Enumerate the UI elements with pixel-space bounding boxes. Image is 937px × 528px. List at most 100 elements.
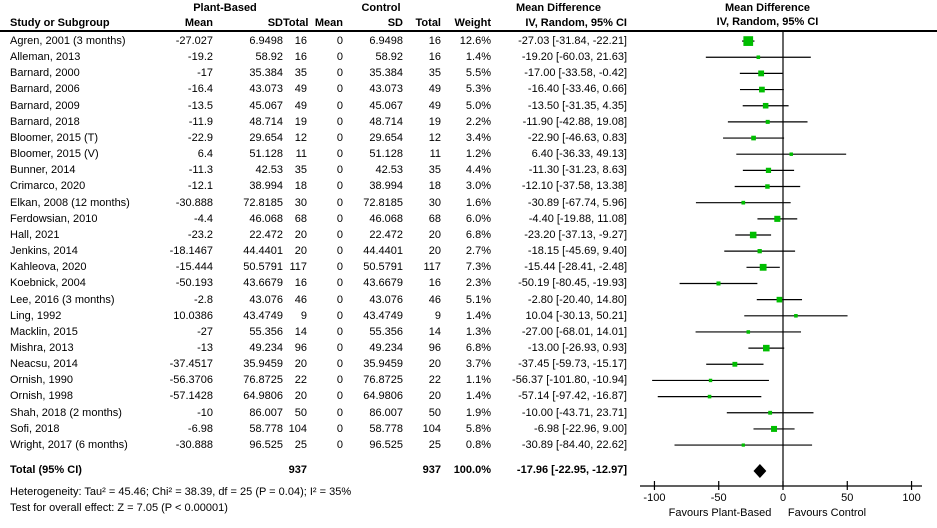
cell-mean1: -22.9 xyxy=(187,131,213,144)
cell-mean1: 6.4 xyxy=(197,148,213,161)
cell-ci_text: -56.37 [-101.80, -10.94] xyxy=(512,374,627,387)
cell-n2: 18 xyxy=(428,180,441,193)
cell-n1: 68 xyxy=(294,212,307,225)
cell-sd2: 51.128 xyxy=(369,148,403,161)
cell-mean1: -16.4 xyxy=(187,83,213,96)
cell-n2: 50 xyxy=(428,406,441,419)
plot-header-line2: IV, Random, 95% CI xyxy=(716,16,819,28)
effect-square xyxy=(765,167,772,173)
cell-mean1: -56.3706 xyxy=(169,374,213,387)
cell-weight: 6.8% xyxy=(465,341,491,354)
cell-n1: 35 xyxy=(294,67,307,80)
cell-name: Crimarco, 2020 xyxy=(10,180,86,193)
effect-square xyxy=(707,394,712,399)
cell-name: Agren, 2001 (3 months) xyxy=(10,35,126,47)
cell-mean1: -57.1428 xyxy=(169,390,213,403)
cell-mean2: 0 xyxy=(336,35,343,47)
cell-n1: 14 xyxy=(294,325,307,338)
cell-n1: 50 xyxy=(294,406,307,419)
cell-weight: 1.4% xyxy=(465,51,491,64)
cell-name: Neacsu, 2014 xyxy=(10,358,78,371)
axis-tick-label: 0 xyxy=(780,492,786,504)
cell-n1: 20 xyxy=(294,245,307,258)
cell-weight: 1.2% xyxy=(465,148,491,161)
cell-sd1: 29.654 xyxy=(249,131,283,144)
cell-sd1: 6.9498 xyxy=(249,35,283,47)
favours-left-label: Favours Plant-Based xyxy=(669,507,772,519)
cell-n2: 35 xyxy=(428,67,441,80)
effect-square xyxy=(746,330,751,334)
cell-mean2: 0 xyxy=(336,196,343,209)
cell-sd1: 55.356 xyxy=(249,325,283,338)
table-row: Hall, 2021 -23.2 22.472 20 0 22.472 20 6.8% -23.… xyxy=(0,227,627,243)
cell-mean1: -11.3 xyxy=(188,164,213,177)
table-row: Barnard, 2006 -16.4 43.073 49 0 43.073 49 5.3% -… xyxy=(0,81,627,97)
cell-weight: 2.3% xyxy=(465,277,491,290)
cell-ci_text: -13.50 [-31.35, 4.35] xyxy=(527,99,627,112)
cell-n1: 49 xyxy=(294,83,307,96)
cell-sd2: 46.068 xyxy=(369,212,403,225)
cell-weight: 3.0% xyxy=(465,180,491,193)
study-table-body: Agren, 2001 (3 months) -27.027 6.9498 16 0 6.… xyxy=(0,33,627,453)
cell-weight: 12.6% xyxy=(459,35,491,47)
cell-n2: 20 xyxy=(428,245,441,258)
cell-sd2: 43.073 xyxy=(369,83,403,96)
cell-n1: 16 xyxy=(294,277,307,290)
cell-name: Barnard, 2009 xyxy=(10,99,80,112)
cell-n1: 30 xyxy=(294,196,307,209)
cell-name: Elkan, 2008 (12 months) xyxy=(10,196,130,209)
cell-ci_text: -10.00 [-43.71, 23.71] xyxy=(521,406,627,419)
effect-square xyxy=(765,119,770,124)
cell-mean2: 0 xyxy=(336,422,343,435)
cell-name: Lee, 2016 (3 months) xyxy=(10,293,115,306)
cell-n1: 19 xyxy=(294,115,307,128)
cell-n2: 49 xyxy=(428,83,441,96)
col-mean-pb: Mean xyxy=(184,17,213,29)
cell-n2: 104 xyxy=(422,422,441,435)
effect-square xyxy=(749,231,757,239)
cell-n1: 20 xyxy=(294,358,307,371)
effect-square xyxy=(768,410,773,415)
total-weight: 100.0% xyxy=(453,464,491,476)
cell-mean1: -18.1467 xyxy=(169,245,213,258)
cell-mean1: -17 xyxy=(197,67,213,80)
effect-square xyxy=(789,152,793,156)
cell-n2: 20 xyxy=(428,228,441,241)
cell-ci_text: -11.30 [-31.23, 8.63] xyxy=(528,164,627,177)
effect-square xyxy=(765,184,770,189)
table-row: Elkan, 2008 (12 months) -30.888 72.8185 30 0… xyxy=(0,195,627,211)
table-row: Bloomer, 2015 (V) 6.4 51.128 11 0 51.128 11 1.2… xyxy=(0,146,627,162)
cell-mean1: 10.0386 xyxy=(173,309,213,322)
cell-weight: 5.0% xyxy=(465,99,491,112)
favours-right-label: Favours Control xyxy=(788,507,866,519)
cell-weight: 1.9% xyxy=(465,406,491,419)
cell-weight: 2.7% xyxy=(465,245,491,258)
effect-square xyxy=(774,215,781,222)
cell-mean2: 0 xyxy=(336,228,343,241)
cell-sd1: 48.714 xyxy=(249,115,283,128)
cell-name: Ferdowsian, 2010 xyxy=(10,212,98,225)
cell-n2: 20 xyxy=(428,358,441,371)
col-mean-ctrl: Mean xyxy=(314,17,343,29)
effect-square xyxy=(759,86,765,93)
cell-mean2: 0 xyxy=(336,164,343,177)
cell-n2: 12 xyxy=(428,131,441,144)
cell-ci_text: -27.03 [-31.84, -22.21] xyxy=(518,35,627,47)
table-row: Bloomer, 2015 (T) -22.9 29.654 12 0 29.654 12 3… xyxy=(0,130,627,146)
cell-mean2: 0 xyxy=(336,67,343,80)
cell-ci_text: -22.90 [-46.63, 0.83] xyxy=(527,131,627,144)
plot-header-line1: Mean Difference xyxy=(725,2,810,14)
overall-effect-text: Test for overall effect: Z = 7.05 (P < 0… xyxy=(10,502,228,514)
cell-sd2: 58.778 xyxy=(369,422,403,435)
cell-name: Bunner, 2014 xyxy=(10,164,76,177)
total-n-plant-based: 937 xyxy=(288,464,307,476)
cell-mean1: -23.2 xyxy=(187,228,213,241)
cell-mean2: 0 xyxy=(336,245,343,258)
cell-name: Barnard, 2006 xyxy=(10,83,80,96)
total-diamond xyxy=(753,464,767,478)
cell-n1: 22 xyxy=(294,374,307,387)
cell-mean2: 0 xyxy=(336,325,343,338)
cell-weight: 5.5% xyxy=(465,67,491,80)
cell-weight: 3.7% xyxy=(465,358,491,371)
